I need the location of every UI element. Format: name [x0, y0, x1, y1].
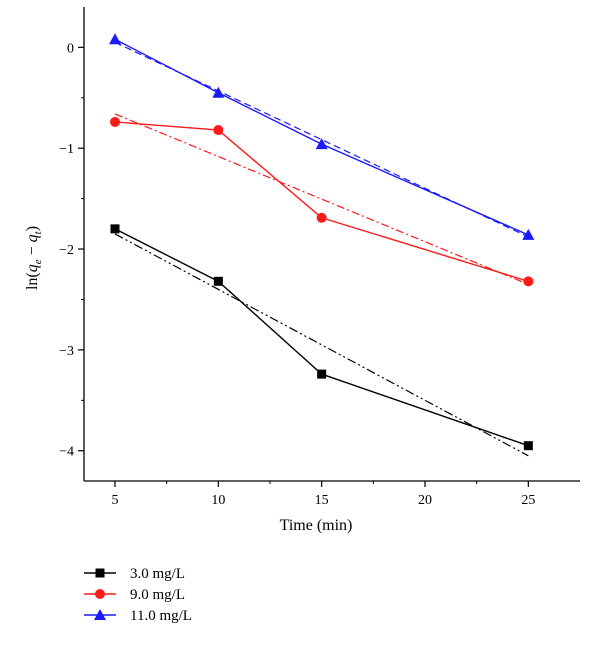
- fit-line-2: [114, 113, 529, 285]
- data-point: [522, 228, 535, 240]
- series-line-3: [114, 38, 529, 236]
- legend-marker: [94, 609, 106, 620]
- data-point: [523, 441, 533, 451]
- data-point: [317, 369, 327, 379]
- y-axis-title: ln(qe − qt): [24, 226, 44, 290]
- data-point: [110, 116, 120, 127]
- x-axis-title: Time (min): [280, 517, 353, 534]
- x-tick-label: 20: [418, 493, 432, 508]
- data-point: [212, 86, 225, 98]
- x-tick-label: 15: [315, 493, 329, 508]
- plot-area: 5 10 15 20 25 0 −1 −2 −3 −4: [59, 7, 580, 508]
- x-tick-label: 10: [211, 493, 225, 508]
- legend-marker: [95, 589, 105, 599]
- x-tick-label: 5: [112, 493, 119, 508]
- legend-label: 3.0 mg/L: [130, 566, 185, 582]
- fit-line-1: [114, 233, 529, 457]
- data-point: [523, 276, 534, 287]
- legend-label: 9.0 mg/L: [130, 587, 185, 603]
- data-point: [316, 212, 327, 223]
- x-tick-label: 25: [521, 493, 535, 508]
- data-point: [315, 138, 328, 150]
- legend-marker: [95, 568, 105, 578]
- data-point: [109, 33, 121, 45]
- legend: 3.0 mg/L 9.0 mg/L 11.0 mg/L: [84, 566, 192, 624]
- y-tick-label: −3: [59, 344, 74, 359]
- data-point: [213, 276, 223, 286]
- data-point: [110, 224, 120, 234]
- data-point: [213, 125, 224, 136]
- series-line-1: [114, 228, 529, 447]
- y-tick-label: −2: [59, 243, 74, 258]
- y-tick-label: −4: [59, 445, 74, 460]
- series-line-2: [114, 121, 529, 282]
- y-tick-label: 0: [67, 41, 74, 56]
- y-tick-label: −1: [59, 142, 74, 157]
- legend-label: 11.0 mg/L: [130, 608, 192, 624]
